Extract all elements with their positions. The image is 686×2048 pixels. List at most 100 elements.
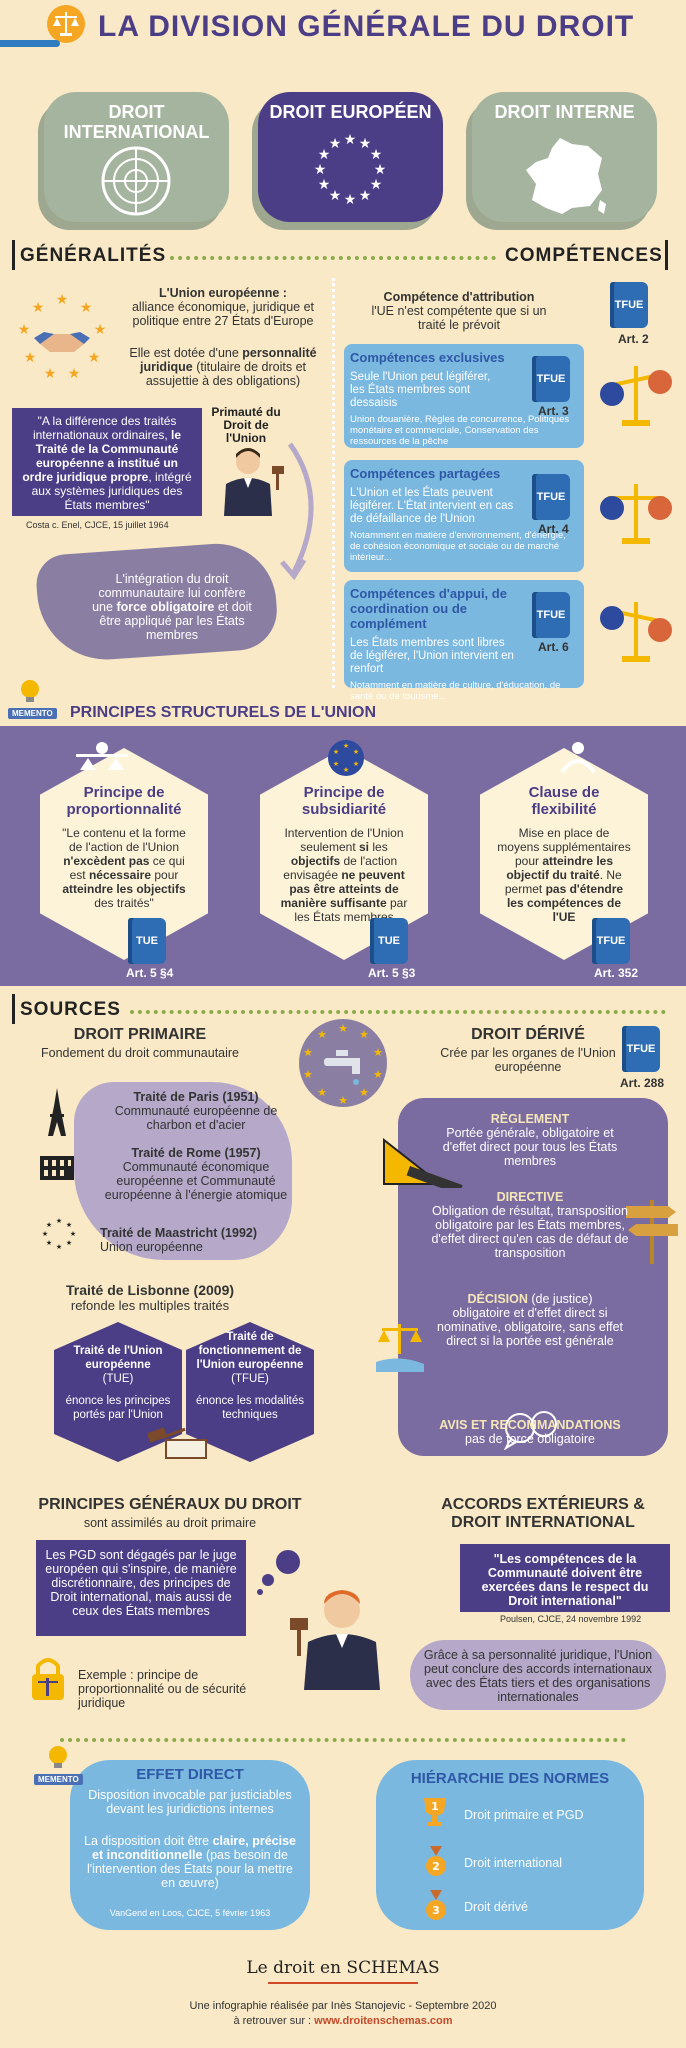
- droit-derive-panel: [398, 1098, 668, 1456]
- svg-text:★: ★: [333, 748, 339, 756]
- effet-direct-card: [70, 1760, 310, 1930]
- svg-text:★: ★: [32, 300, 45, 316]
- svg-text:★: ★: [18, 322, 31, 338]
- svg-text:★: ★: [373, 1046, 383, 1059]
- svg-text:★: ★: [343, 766, 349, 774]
- poulsen-quote: "Les compétences de la Communauté doiven…: [460, 1544, 670, 1612]
- hierarchie-item-3: Droit dérivé: [464, 1900, 528, 1914]
- tfue-book-icon: TFUE: [610, 282, 648, 328]
- website-link[interactable]: www.droitenschemas.com: [314, 2015, 453, 2027]
- article-label: Art. 2: [618, 332, 649, 346]
- tfue-hex: [186, 1322, 314, 1462]
- hierarchie-item-1: Droit primaire et PGD: [464, 1808, 584, 1822]
- lightbulb-icon: [18, 678, 42, 706]
- lisbonne-desc: refonde les multiples traités: [70, 1298, 230, 1313]
- droit-derive-title: DROIT DÉRIVÉ: [471, 1026, 585, 1043]
- header-accent-bar: [0, 40, 60, 47]
- svg-text:★: ★: [370, 147, 383, 163]
- scale-state-heavy-icon: [600, 602, 672, 662]
- scale-balanced-icon: [600, 484, 672, 544]
- judge-icon: [218, 444, 290, 516]
- france-map-icon: [526, 138, 606, 214]
- article-label: Art. 352: [594, 966, 639, 980]
- accords-desc: Grâce à sa personnalité juridique, l'Uni…: [423, 1648, 653, 1704]
- memento-badge: MEMENTO: [8, 708, 57, 719]
- tue-book-icon: TUE: [370, 918, 408, 964]
- tfue-book-icon: TFUE: [532, 592, 570, 638]
- footer-credit: Une infographie réalisée par Inès Stanoj…: [189, 2000, 497, 2012]
- svg-text:★: ★: [56, 292, 69, 308]
- quote-source: Poulsen, CJCE, 24 novembre 1992: [500, 1614, 642, 1624]
- svg-text:★: ★: [359, 136, 372, 152]
- svg-text:★: ★: [343, 742, 349, 750]
- svg-text:★: ★: [344, 192, 357, 208]
- svg-text:★: ★: [24, 350, 37, 366]
- category-label: DROIT INTERNE: [494, 102, 635, 122]
- svg-text:3: 3: [432, 1904, 440, 1917]
- avis-block: AVIS ET RECOMMANDATIONS pas de force obl…: [439, 1418, 621, 1446]
- signpost-icon: [626, 1200, 678, 1264]
- judge-icon: [290, 1590, 380, 1690]
- dotted-divider: [60, 1738, 626, 1742]
- svg-text:★: ★: [373, 1068, 383, 1081]
- medal-2-icon: 2: [426, 1846, 446, 1876]
- decision-block: DÉCISION (de justice) obligatoire et d'e…: [437, 1292, 623, 1348]
- svg-text:★: ★: [374, 162, 387, 178]
- competence-partagee-card: Compétences partagées L'Union et les Éta…: [344, 460, 584, 572]
- hierarchie-item-2: Droit international: [464, 1856, 562, 1870]
- droit-primaire-title: DROIT PRIMAIRE: [73, 1026, 207, 1043]
- section-bar: [665, 240, 668, 270]
- svg-text:★: ★: [318, 147, 331, 163]
- svg-text:★: ★: [68, 366, 81, 382]
- svg-text:★: ★: [329, 188, 342, 204]
- balance-logo-icon: [46, 4, 86, 44]
- arrow-curve-icon: [280, 442, 314, 580]
- category-international: DROIT INTERNATIONAL: [38, 92, 229, 230]
- trophy-1-icon: 1: [424, 1798, 446, 1826]
- principle-subsidiarite: Principe de subsidiarité Intervention de…: [280, 784, 408, 924]
- svg-text:★: ★: [318, 177, 331, 193]
- footer-link-line: à retrouver sur : www.droitenschemas.com: [233, 2015, 453, 2027]
- attribution-text: Compétence d'attribution l'UE n'est comp…: [371, 290, 547, 332]
- principle-flexibilite: Clause de flexibilité Mise en place de m…: [497, 784, 631, 924]
- svg-text:★: ★: [329, 136, 342, 152]
- treaties-blob: [74, 1082, 292, 1260]
- principes-heading: PRINCIPES STRUCTURELS DE L'UNION: [70, 704, 377, 721]
- svg-text:1: 1: [431, 1800, 439, 1813]
- eiffel-tower-icon: [48, 1088, 66, 1136]
- tfue-book-icon: TFUE: [622, 1026, 660, 1072]
- generalites-heading: GÉNÉRALITÉS: [20, 245, 167, 266]
- effet-direct-title: EFFET DIRECT: [136, 1766, 244, 1783]
- treaty-maastricht: Traité de Maastricht (1992) Union europé…: [100, 1226, 258, 1254]
- principle-proportionnalite: Principe de proportionnalité "Le contenu…: [62, 784, 186, 910]
- logo-underline: [268, 1982, 418, 1984]
- svg-text:★: ★: [359, 1086, 369, 1099]
- thought-bubbles-icon: [257, 1550, 300, 1595]
- scale-eu-heavy-icon: [600, 366, 672, 426]
- colosseum-icon: [40, 1156, 74, 1180]
- category-interne: DROIT INTERNE: [466, 92, 657, 230]
- union-definition: L'Union européenne : alliance économique…: [118, 286, 328, 328]
- svg-text:★: ★: [46, 1239, 52, 1247]
- category-label: DROIT INTERNATIONAL: [63, 102, 210, 142]
- svg-text:★: ★: [88, 350, 101, 366]
- page-title: LA DIVISION GÉNÉRALE DU DROIT: [98, 10, 635, 43]
- effet-direct-source: VanGend en Loos, CJCE, 5 février 1963: [109, 1908, 271, 1918]
- competence-exclusive-card: Compétences exclusives Seule l'Union peu…: [344, 344, 584, 448]
- category-european: DROIT EUROPÉEN ★ ★ ★ ★ ★ ★ ★ ★ ★ ★ ★ ★: [252, 92, 443, 230]
- droit-primaire-subtitle: Fondement du droit communautaire: [40, 1046, 240, 1060]
- article-label: Art. 6: [538, 640, 569, 654]
- medal-3-icon: 3: [426, 1890, 446, 1920]
- effet-direct-p1: Disposition invocable par justiciables d…: [88, 1788, 292, 1816]
- union-title: L'Union européenne :: [159, 286, 287, 300]
- principle-card: [40, 748, 208, 960]
- footer-logo: Le droit en SCHEMAS: [246, 1958, 440, 1978]
- union-desc: alliance économique, juridique et politi…: [131, 300, 315, 328]
- costa-quote: "A la différence des traités internation…: [12, 408, 202, 516]
- svg-text:★: ★: [370, 177, 383, 193]
- svg-text:★: ★: [66, 1239, 72, 1247]
- svg-text:★: ★: [359, 188, 372, 204]
- pgd-subtitle: sont assimilés au droit primaire: [83, 1516, 257, 1530]
- article-label: Art. 5 §3: [368, 966, 416, 980]
- quote-source: Costa c. Enel, CJCE, 15 juillet 1964: [26, 520, 169, 530]
